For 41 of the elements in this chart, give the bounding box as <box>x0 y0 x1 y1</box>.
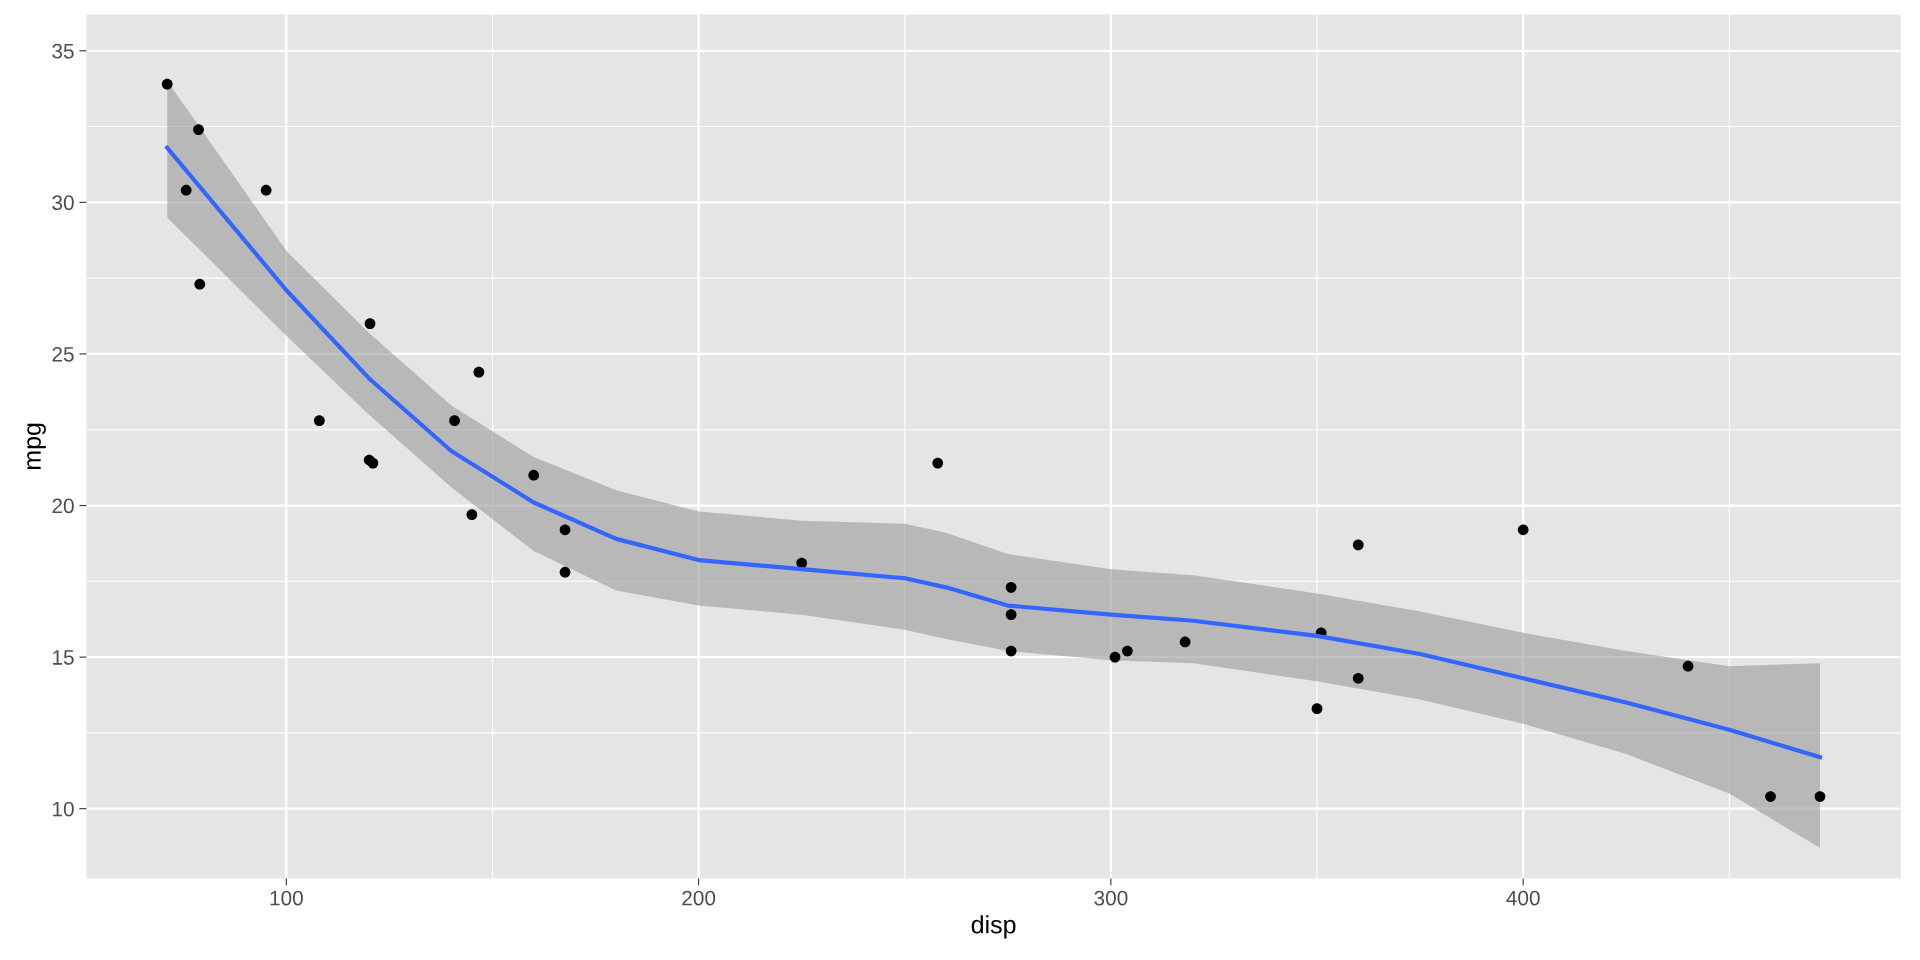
x-tick-label: 400 <box>1506 890 1540 906</box>
x-tick-label: 300 <box>1094 890 1128 906</box>
x-tick-label: 100 <box>270 890 303 906</box>
point <box>193 124 204 135</box>
point <box>194 278 206 290</box>
point <box>1814 791 1826 802</box>
point <box>1005 609 1017 621</box>
point <box>1311 703 1323 715</box>
point <box>1352 672 1364 684</box>
point <box>1122 645 1133 657</box>
y-tick-label: 35 <box>52 43 74 59</box>
y-axis-title: mpg <box>27 423 46 470</box>
point <box>180 184 192 196</box>
point <box>1179 636 1191 648</box>
y-tick-label: 10 <box>53 801 74 817</box>
point <box>449 415 460 427</box>
point <box>1682 660 1694 672</box>
point <box>559 524 571 536</box>
point <box>528 469 540 481</box>
point <box>473 366 485 378</box>
point <box>1765 791 1776 802</box>
point <box>260 184 272 196</box>
x-axis-title: disp <box>971 915 1016 939</box>
y-tick-label: 20 <box>52 498 74 514</box>
point <box>161 78 173 90</box>
point <box>559 566 571 578</box>
point <box>1352 539 1364 551</box>
point <box>466 509 478 520</box>
point <box>367 457 379 469</box>
point <box>313 415 325 427</box>
line-series <box>165 145 1823 760</box>
point <box>932 457 944 469</box>
point <box>1517 524 1529 536</box>
point <box>1005 581 1017 593</box>
y-tick-label: 30 <box>52 195 74 211</box>
x-tick-label: 200 <box>682 890 716 906</box>
point <box>364 318 376 329</box>
point <box>1005 645 1017 657</box>
y-tick-label: 15 <box>53 650 74 665</box>
y-tick-label: 25 <box>52 346 74 362</box>
point <box>1109 651 1121 663</box>
